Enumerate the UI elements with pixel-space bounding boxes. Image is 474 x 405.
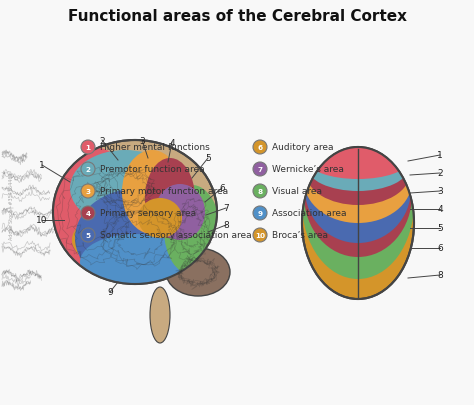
Text: 2: 2 [85, 166, 91, 173]
Text: 4: 4 [85, 211, 91, 216]
Text: Adobe Stock | #354154461: Adobe Stock | #354154461 [8, 172, 13, 239]
Text: 9: 9 [107, 288, 113, 297]
Text: 5: 5 [205, 154, 211, 163]
Ellipse shape [155, 185, 205, 241]
Text: 2: 2 [437, 169, 443, 178]
Ellipse shape [122, 151, 182, 234]
Ellipse shape [304, 134, 412, 257]
Circle shape [81, 185, 95, 198]
Text: 1: 1 [85, 145, 91, 151]
Text: 1: 1 [39, 161, 45, 170]
Ellipse shape [150, 287, 170, 343]
Circle shape [253, 185, 267, 198]
Text: 3: 3 [85, 189, 91, 194]
Circle shape [253, 162, 267, 177]
Text: 1: 1 [437, 151, 443, 160]
Text: 10: 10 [36, 216, 48, 225]
Ellipse shape [308, 144, 408, 179]
Text: Premotor function area: Premotor function area [100, 165, 205, 174]
Circle shape [81, 141, 95, 155]
Text: Broca’s area: Broca’s area [272, 231, 328, 240]
Ellipse shape [307, 144, 409, 192]
Text: Somatic sensory association area: Somatic sensory association area [100, 231, 252, 240]
Text: 2: 2 [99, 136, 105, 145]
Ellipse shape [42, 148, 142, 284]
Ellipse shape [305, 136, 411, 243]
Text: Wernicke’s area: Wernicke’s area [272, 165, 344, 174]
Circle shape [81, 162, 95, 177]
Text: 7: 7 [257, 166, 263, 173]
Text: Visual area: Visual area [272, 187, 322, 196]
Ellipse shape [80, 234, 190, 290]
Ellipse shape [306, 142, 410, 205]
Text: 7: 7 [223, 204, 229, 213]
Text: Primary sensory area: Primary sensory area [100, 209, 196, 218]
Circle shape [81, 228, 95, 243]
Text: 6: 6 [219, 184, 225, 193]
Text: Functional areas of the Cerebral Cortex: Functional areas of the Cerebral Cortex [67, 9, 407, 24]
Ellipse shape [166, 248, 230, 296]
Ellipse shape [302, 128, 414, 279]
Ellipse shape [145, 159, 195, 239]
Text: 5: 5 [437, 224, 443, 233]
Text: 8: 8 [437, 271, 443, 280]
Text: Auditory area: Auditory area [272, 143, 334, 152]
Text: 8: 8 [223, 221, 229, 230]
Text: 9: 9 [257, 211, 263, 216]
Ellipse shape [75, 189, 205, 288]
Circle shape [253, 141, 267, 155]
Ellipse shape [164, 185, 220, 275]
Text: Primary motor function area: Primary motor function area [100, 187, 228, 196]
Text: Association area: Association area [272, 209, 346, 218]
Text: 4: 4 [169, 138, 175, 147]
Text: Higher mental functions: Higher mental functions [100, 143, 210, 152]
Text: 5: 5 [85, 232, 91, 239]
Text: 6: 6 [257, 145, 263, 151]
Ellipse shape [138, 198, 182, 239]
Ellipse shape [53, 141, 217, 284]
Circle shape [253, 228, 267, 243]
Ellipse shape [70, 151, 180, 226]
Ellipse shape [72, 218, 128, 262]
Circle shape [253, 207, 267, 220]
Text: 6: 6 [437, 244, 443, 253]
Text: 4: 4 [437, 205, 443, 214]
Ellipse shape [304, 140, 412, 224]
Text: 3: 3 [437, 187, 443, 196]
Text: 10: 10 [255, 232, 265, 239]
Circle shape [81, 207, 95, 220]
Ellipse shape [302, 148, 414, 299]
Text: 8: 8 [257, 189, 263, 194]
Text: 3: 3 [139, 136, 145, 145]
